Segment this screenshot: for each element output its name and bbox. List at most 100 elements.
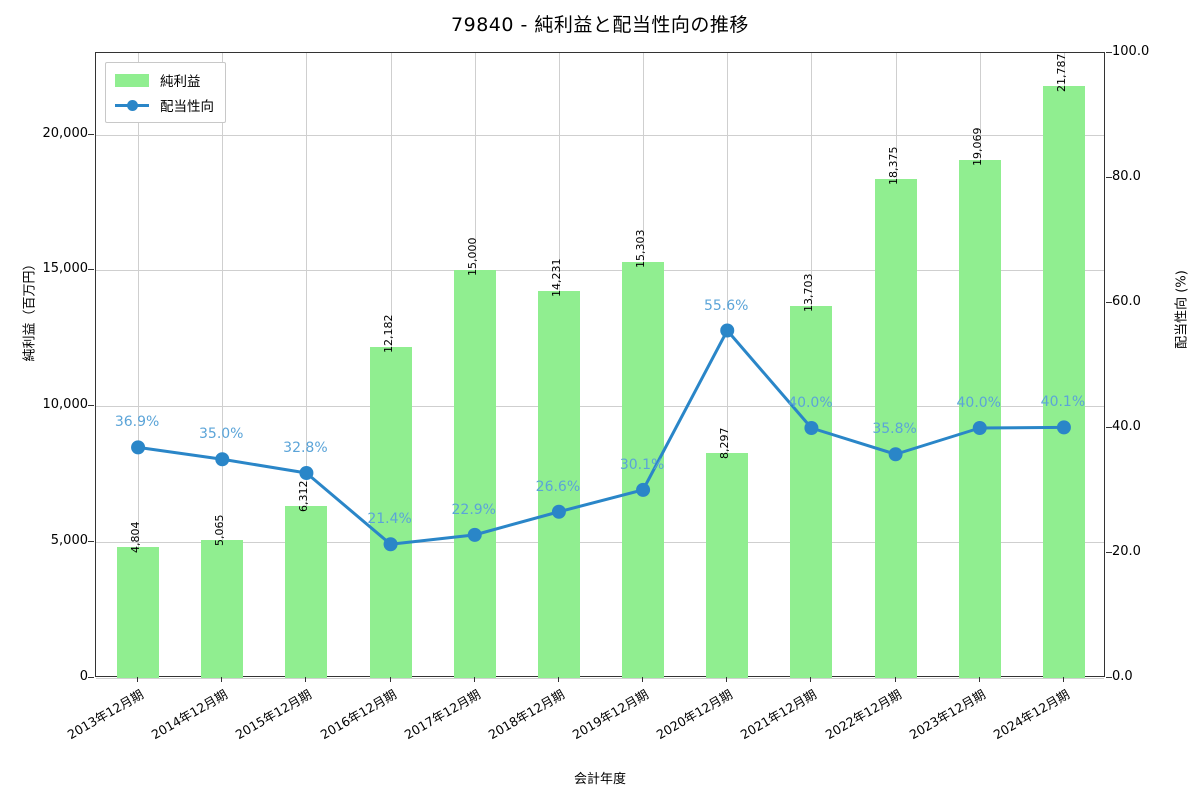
y-axis-left-tick-label: 10,000 — [42, 397, 89, 413]
line-value-label: 35.8% — [872, 421, 917, 438]
y-axis-left-tick-label: 20,000 — [42, 125, 89, 141]
line-value-label: 22.9% — [451, 501, 496, 518]
bar-value-label: 5,065 — [213, 514, 227, 547]
y-axis-left-tick-mark — [88, 677, 94, 678]
plot-area — [95, 52, 1105, 679]
gridline-horizontal — [96, 542, 1104, 544]
line-series-layer — [131, 323, 1071, 552]
line-data-point[interactable] — [972, 421, 987, 435]
line-data-point[interactable] — [467, 527, 482, 542]
bar-value-label: 13,703 — [802, 273, 816, 312]
bar-value-label: 19,069 — [970, 127, 984, 166]
bar[interactable] — [285, 506, 328, 678]
x-axis-tick-mark — [221, 677, 223, 682]
line-value-label: 36.9% — [114, 414, 160, 431]
chart-title: 79840 - 純利益と配当性向の推移 — [451, 14, 749, 36]
x-axis-tick-mark — [726, 677, 728, 682]
gridline-vertical — [222, 53, 224, 676]
bar[interactable] — [874, 178, 917, 678]
bar[interactable] — [117, 547, 160, 678]
y-axis-right-tick-label: 60.0 — [1112, 294, 1141, 309]
bar-value-label: 4,804 — [129, 521, 143, 554]
gridline-vertical — [727, 53, 729, 676]
line-value-label: 35.0% — [199, 426, 244, 443]
legend-item-label: 配当性向 — [160, 99, 214, 115]
y-axis-left-tick-label: 0 — [79, 669, 88, 684]
line-value-label: 26.6% — [535, 478, 581, 495]
bar-value-label: 12,182 — [381, 314, 395, 353]
bar-value-label: 14,231 — [549, 258, 563, 298]
x-axis-tick-mark — [137, 677, 139, 682]
x-axis-tick-mark — [810, 677, 812, 682]
y-axis-right-tick-mark — [1106, 677, 1112, 678]
line-data-point[interactable] — [636, 482, 651, 497]
line-data-point[interactable] — [215, 452, 230, 467]
bar-swatch-icon — [115, 73, 149, 87]
y-axis-right-tick-mark — [1106, 177, 1112, 178]
line-value-label: 55.6% — [704, 297, 749, 314]
x-axis-tick-mark — [389, 677, 391, 682]
x-axis-tick-mark — [642, 677, 644, 682]
bar[interactable] — [537, 291, 580, 678]
legend-item-net-income[interactable]: 純利益 — [115, 70, 214, 90]
y-axis-right-tick-mark — [1106, 302, 1112, 303]
legend-item-payout-ratio[interactable]: 配当性向 — [115, 95, 214, 115]
y-axis-right-tick-label: 80.0 — [1112, 169, 1141, 184]
line-data-point[interactable] — [804, 421, 819, 435]
line-data-point[interactable] — [299, 466, 314, 480]
line-data-point[interactable] — [888, 447, 903, 462]
bar-value-label: 18,375 — [886, 146, 900, 185]
y-axis-right-tick-mark — [1106, 552, 1112, 553]
line-value-label: 30.1% — [619, 456, 665, 473]
bar[interactable] — [369, 346, 412, 678]
bar[interactable] — [201, 540, 244, 678]
gridline-vertical — [138, 53, 140, 676]
bar[interactable] — [1042, 85, 1085, 678]
x-axis-tick-mark — [894, 677, 896, 682]
y-axis-right-tick-label: 40.0 — [1112, 419, 1141, 434]
chart-legend: 純利益 配当性向 — [105, 62, 226, 123]
y-axis-left-tick-label: 5,000 — [50, 533, 88, 549]
bar-value-label: 21,787 — [1054, 53, 1068, 92]
x-axis-tick-mark — [557, 677, 559, 682]
gridline-horizontal — [96, 678, 1104, 679]
gridline-horizontal — [96, 134, 1104, 136]
line-value-label: 32.8% — [283, 440, 328, 456]
bar-value-label: 15,000 — [465, 237, 479, 277]
bar[interactable] — [706, 452, 749, 678]
line-data-point[interactable] — [551, 504, 566, 519]
x-axis-tick-mark — [473, 677, 475, 682]
y-axis-right-tick-mark — [1106, 427, 1112, 428]
bar[interactable] — [453, 270, 496, 678]
y-axis-left-tick-mark — [88, 133, 94, 135]
bar[interactable] — [790, 305, 833, 678]
x-axis-tick-mark — [978, 677, 980, 682]
y-axis-left-tick-mark — [88, 269, 94, 271]
y-axis-right-label: 配当性向 (%) — [1174, 270, 1190, 349]
x-axis-tick-mark — [1062, 677, 1064, 682]
line-data-point[interactable] — [131, 440, 146, 455]
line-data-point[interactable] — [1056, 420, 1071, 435]
y-axis-right-tick-label: 20.0 — [1112, 544, 1141, 559]
line-marker-swatch-icon — [115, 99, 149, 112]
line-data-point[interactable] — [720, 323, 735, 338]
y-axis-right-tick-mark — [1106, 52, 1112, 53]
bar[interactable] — [622, 262, 665, 678]
bar-value-label: 15,303 — [634, 229, 648, 269]
x-axis-label: 会計年度 — [573, 772, 626, 787]
gridline-horizontal — [96, 406, 1104, 408]
legend-item-label: 純利益 — [160, 74, 201, 90]
bar-value-label: 6,312 — [297, 480, 311, 513]
y-axis-left-tick-mark — [88, 541, 94, 543]
line-data-point[interactable] — [383, 537, 398, 552]
bar-value-label: 8,297 — [718, 427, 732, 459]
line-value-label: 21.4% — [367, 511, 412, 528]
y-axis-left-tick-mark — [88, 405, 94, 407]
y-axis-left-tick-label: 15,000 — [42, 261, 89, 277]
line-value-label: 40.1% — [1040, 394, 1086, 411]
gridline-vertical — [306, 53, 308, 676]
bar[interactable] — [958, 159, 1001, 678]
line-value-label: 40.0% — [788, 395, 833, 411]
y-axis-right-tick-label: 0.0 — [1112, 669, 1133, 684]
